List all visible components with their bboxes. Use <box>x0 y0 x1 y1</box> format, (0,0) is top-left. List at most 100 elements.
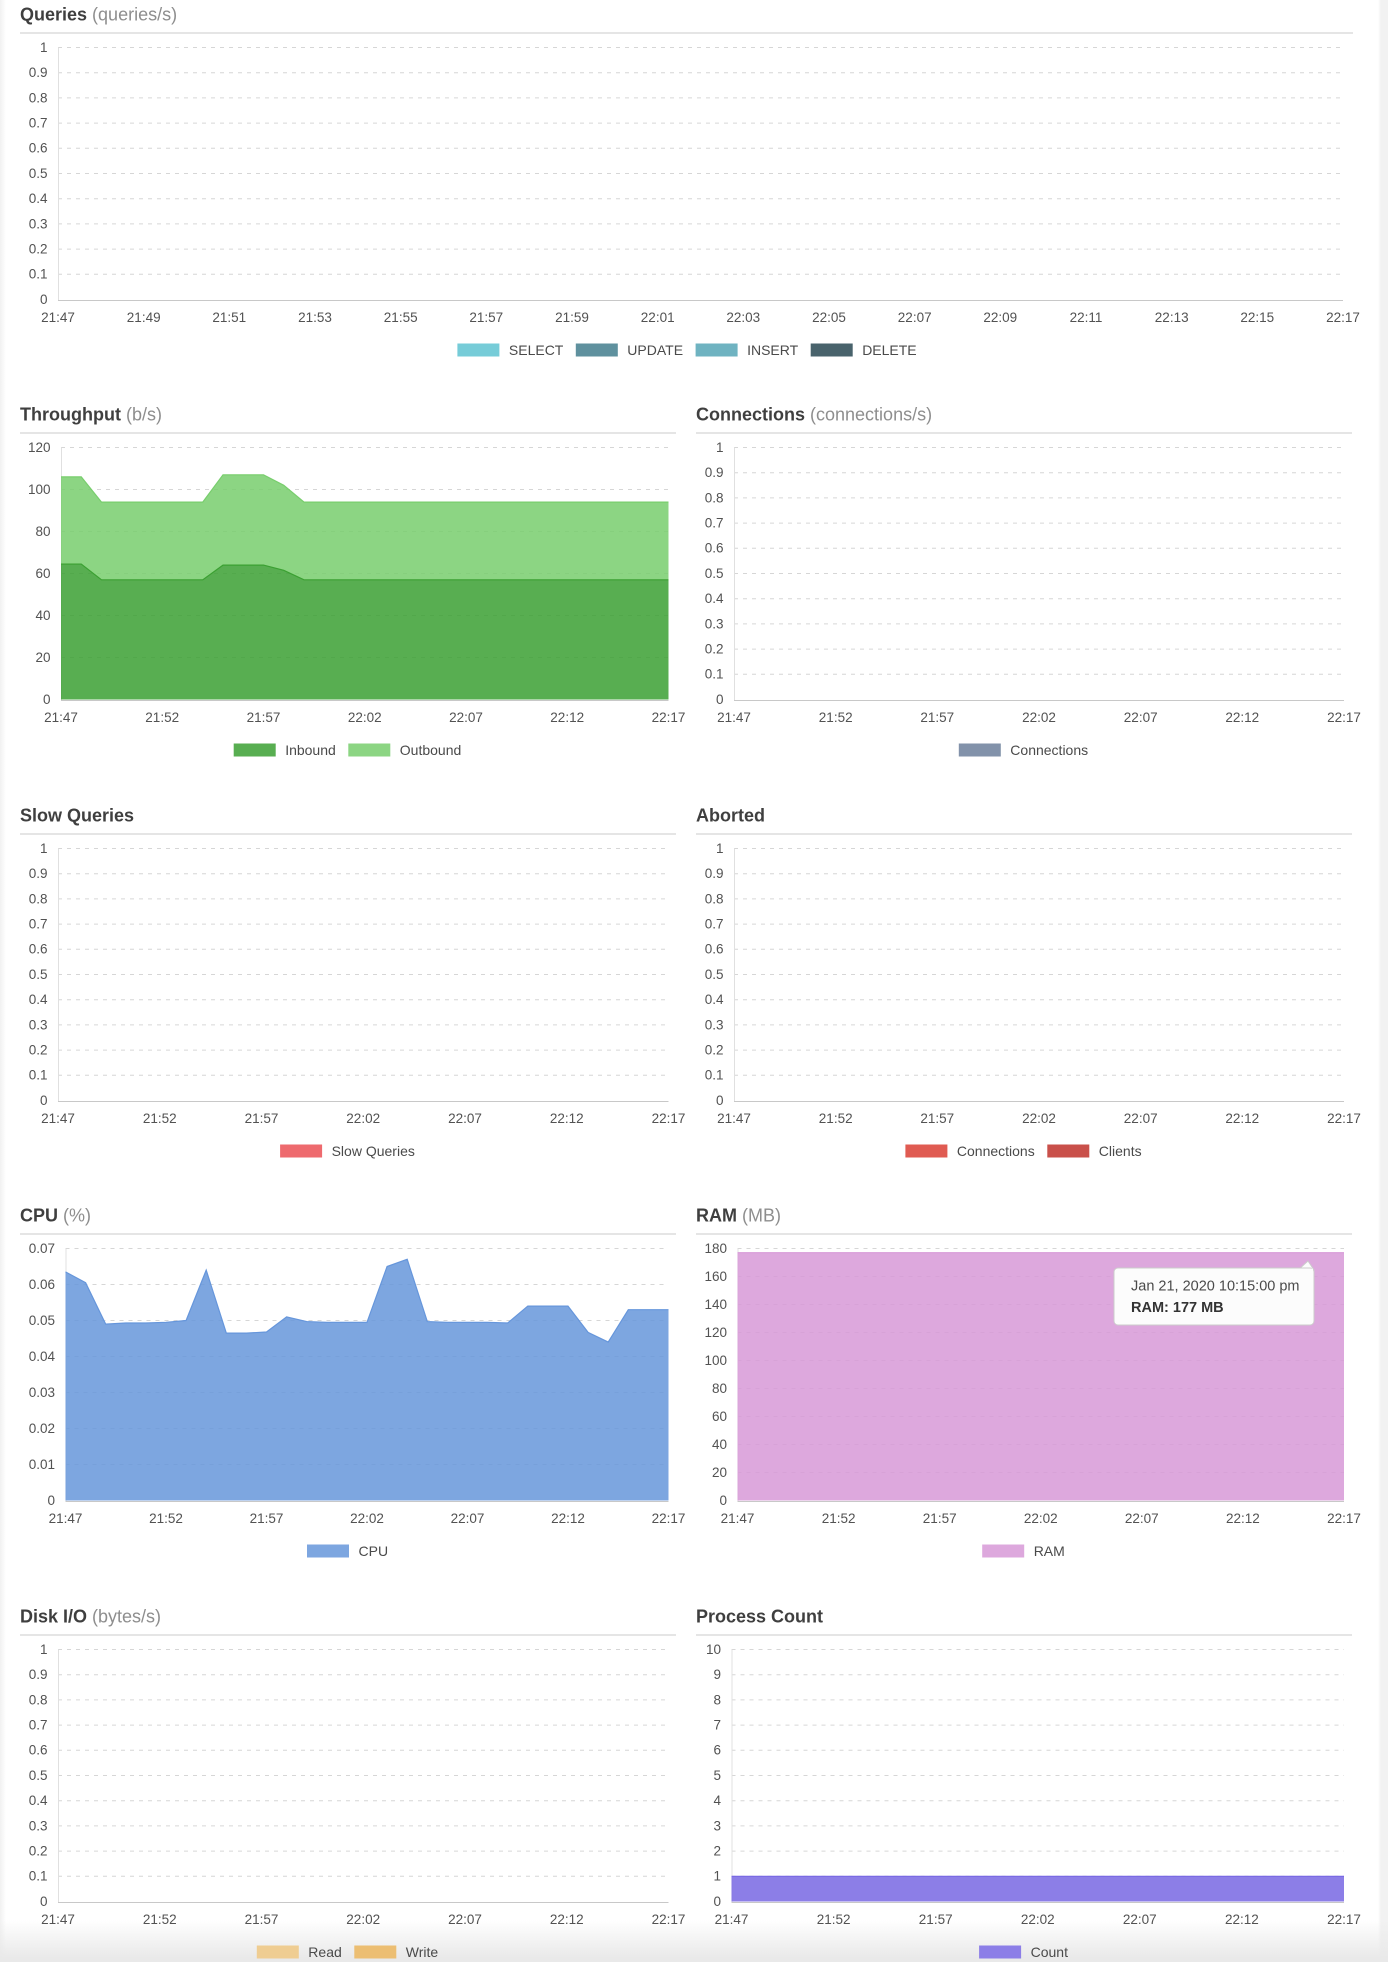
svg-text:22:02: 22:02 <box>348 710 382 725</box>
svg-text:9: 9 <box>713 1667 721 1682</box>
svg-text:0.7: 0.7 <box>705 917 724 932</box>
svg-text:1: 1 <box>40 40 48 55</box>
svg-text:Jan 21, 2020 10:15:00 pm: Jan 21, 2020 10:15:00 pm <box>1131 1279 1300 1295</box>
svg-text:0.6: 0.6 <box>705 942 724 957</box>
svg-text:22:17: 22:17 <box>1327 710 1361 725</box>
svg-text:Queries (queries/s): Queries (queries/s) <box>20 5 177 25</box>
svg-text:Outbound: Outbound <box>400 742 462 758</box>
svg-text:21:47: 21:47 <box>49 1511 83 1526</box>
svg-text:0: 0 <box>47 1493 55 1508</box>
svg-text:5: 5 <box>713 1768 721 1783</box>
svg-text:Read: Read <box>308 1944 341 1960</box>
svg-text:22:12: 22:12 <box>1225 710 1259 725</box>
svg-text:21:47: 21:47 <box>715 1912 749 1927</box>
svg-text:0.9: 0.9 <box>705 866 724 881</box>
svg-text:Clients: Clients <box>1099 1143 1142 1159</box>
svg-text:0.3: 0.3 <box>29 1818 48 1833</box>
svg-text:22:17: 22:17 <box>652 1912 686 1927</box>
svg-text:0: 0 <box>716 692 724 707</box>
svg-text:22:01: 22:01 <box>641 310 675 325</box>
svg-text:0.3: 0.3 <box>705 1017 724 1032</box>
svg-text:Disk I/O (bytes/s): Disk I/O (bytes/s) <box>20 1607 161 1627</box>
svg-text:RAM (MB): RAM (MB) <box>696 1206 781 1226</box>
svg-text:22:02: 22:02 <box>1021 1912 1055 1927</box>
svg-text:22:15: 22:15 <box>1240 310 1274 325</box>
svg-text:0: 0 <box>43 692 51 707</box>
svg-text:0.2: 0.2 <box>29 1043 48 1058</box>
svg-text:0.4: 0.4 <box>29 191 48 206</box>
svg-text:UPDATE: UPDATE <box>627 342 683 358</box>
svg-text:0.02: 0.02 <box>29 1421 55 1436</box>
svg-text:1: 1 <box>716 841 724 856</box>
svg-text:1: 1 <box>713 1869 721 1884</box>
svg-text:60: 60 <box>35 566 50 581</box>
svg-text:0.1: 0.1 <box>29 267 48 282</box>
svg-text:21:57: 21:57 <box>923 1511 957 1526</box>
svg-text:160: 160 <box>704 1269 727 1284</box>
svg-text:22:02: 22:02 <box>346 1912 380 1927</box>
svg-text:22:13: 22:13 <box>1155 310 1189 325</box>
svg-text:0.6: 0.6 <box>29 1743 48 1758</box>
svg-text:60: 60 <box>712 1409 727 1424</box>
svg-text:0.06: 0.06 <box>29 1277 55 1292</box>
svg-text:21:55: 21:55 <box>384 310 418 325</box>
svg-text:3: 3 <box>713 1818 721 1833</box>
svg-text:Connections (connections/s): Connections (connections/s) <box>696 405 932 425</box>
svg-text:0.7: 0.7 <box>29 1718 48 1733</box>
svg-text:0.2: 0.2 <box>705 642 724 657</box>
svg-text:22:17: 22:17 <box>652 710 686 725</box>
svg-text:22:07: 22:07 <box>898 310 932 325</box>
svg-text:0.1: 0.1 <box>29 1068 48 1083</box>
svg-text:22:07: 22:07 <box>1125 1511 1159 1526</box>
svg-text:0.8: 0.8 <box>29 891 48 906</box>
svg-text:1: 1 <box>40 1642 48 1657</box>
svg-text:2: 2 <box>713 1844 721 1859</box>
svg-text:40: 40 <box>712 1437 727 1452</box>
svg-text:Connections: Connections <box>957 1143 1035 1159</box>
svg-text:RAM: 177 MB: RAM: 177 MB <box>1131 1300 1224 1316</box>
svg-text:0.2: 0.2 <box>29 1844 48 1859</box>
svg-text:0.6: 0.6 <box>29 942 48 957</box>
svg-text:21:52: 21:52 <box>149 1511 183 1526</box>
svg-text:0.7: 0.7 <box>29 917 48 932</box>
svg-text:SELECT: SELECT <box>509 342 564 358</box>
svg-text:22:05: 22:05 <box>812 310 846 325</box>
svg-text:21:57: 21:57 <box>920 1111 954 1126</box>
svg-text:0: 0 <box>40 1894 48 1909</box>
svg-text:21:53: 21:53 <box>298 310 332 325</box>
svg-text:0: 0 <box>40 1093 48 1108</box>
svg-text:Connections: Connections <box>1010 742 1088 758</box>
svg-text:0.4: 0.4 <box>29 992 48 1007</box>
svg-text:21:52: 21:52 <box>822 1511 856 1526</box>
svg-text:0.05: 0.05 <box>29 1313 55 1328</box>
svg-text:21:47: 21:47 <box>41 310 75 325</box>
svg-text:22:02: 22:02 <box>346 1111 380 1126</box>
svg-text:21:52: 21:52 <box>817 1912 851 1927</box>
svg-text:22:02: 22:02 <box>1022 1111 1056 1126</box>
svg-text:0.8: 0.8 <box>29 90 48 105</box>
svg-text:CPU (%): CPU (%) <box>20 1206 91 1226</box>
svg-text:0.07: 0.07 <box>29 1241 55 1256</box>
svg-text:22:17: 22:17 <box>652 1511 686 1526</box>
svg-text:22:17: 22:17 <box>1327 1912 1361 1927</box>
svg-text:21:57: 21:57 <box>920 710 954 725</box>
svg-text:0.8: 0.8 <box>705 891 724 906</box>
svg-text:0.5: 0.5 <box>29 1768 48 1783</box>
svg-text:0: 0 <box>40 292 48 307</box>
svg-text:22:17: 22:17 <box>1327 1111 1361 1126</box>
svg-text:22:03: 22:03 <box>726 310 760 325</box>
svg-text:22:07: 22:07 <box>1124 710 1158 725</box>
svg-text:140: 140 <box>704 1297 727 1312</box>
svg-text:8: 8 <box>713 1692 721 1707</box>
svg-text:0.03: 0.03 <box>29 1385 55 1400</box>
svg-text:22:12: 22:12 <box>1225 1111 1259 1126</box>
svg-text:10: 10 <box>706 1642 721 1657</box>
svg-text:22:02: 22:02 <box>350 1511 384 1526</box>
svg-text:Slow Queries: Slow Queries <box>332 1143 415 1159</box>
svg-text:0.1: 0.1 <box>29 1869 48 1884</box>
svg-text:22:07: 22:07 <box>448 1111 482 1126</box>
svg-text:0.7: 0.7 <box>29 116 48 131</box>
svg-text:0.4: 0.4 <box>29 1793 48 1808</box>
svg-text:100: 100 <box>28 482 51 497</box>
svg-text:22:07: 22:07 <box>1124 1111 1158 1126</box>
